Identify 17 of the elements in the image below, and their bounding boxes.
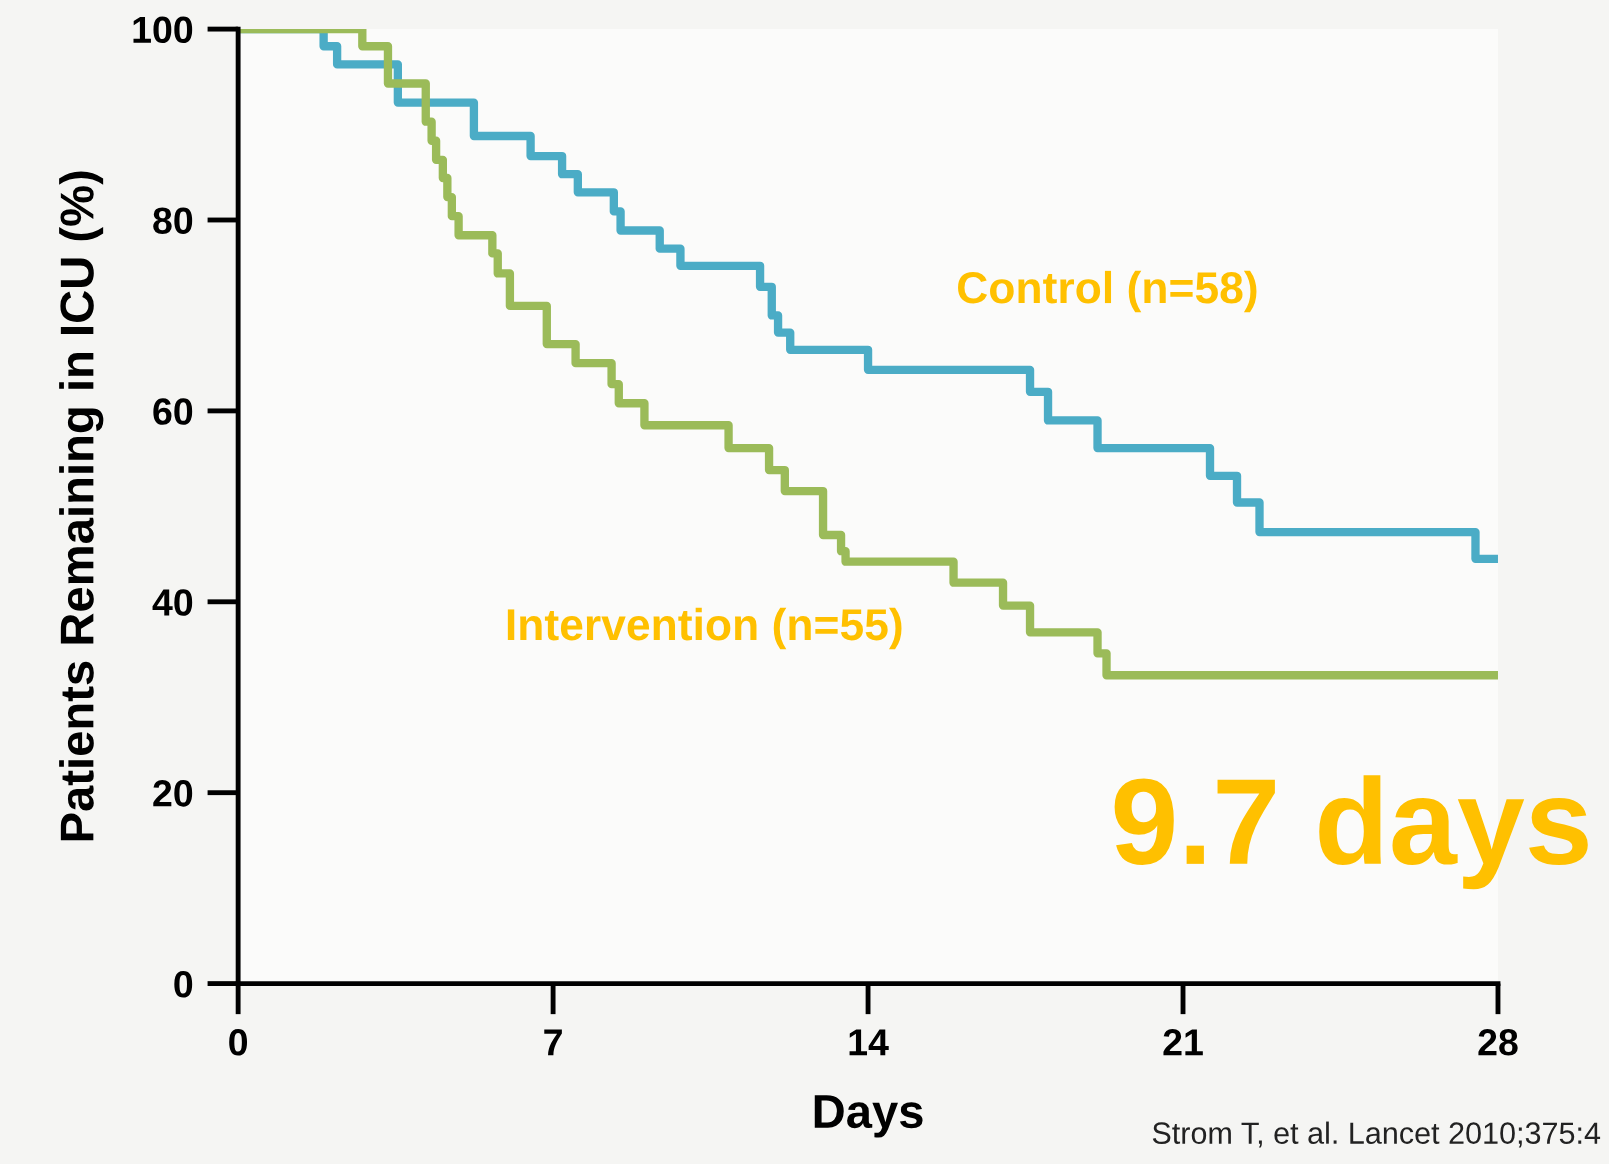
y-tick-label: 20 xyxy=(153,780,193,807)
x-tick-label: 28 xyxy=(1478,1029,1518,1056)
y-tick-label: 40 xyxy=(152,589,193,616)
x-tick-label: 0 xyxy=(229,1029,248,1056)
series-label: Control (n=58) xyxy=(958,270,1257,313)
y-tick-label: 0 xyxy=(174,970,193,998)
x-tick-label: 14 xyxy=(849,1029,889,1056)
y-tick-label: 80 xyxy=(153,207,193,234)
text: Strom T, et al. Lancet 2010;375:4 xyxy=(1152,1121,1601,1148)
y-axis-title: Patients Remaining in ICU (%) xyxy=(59,171,104,841)
y-tick-label: 100 xyxy=(133,16,193,44)
annotation: 9.7 days xyxy=(1114,775,1588,890)
x-axis-title: Days xyxy=(814,1095,923,1138)
x-tick-label: 7 xyxy=(544,1029,562,1056)
y-tick-label: 60 xyxy=(153,398,193,425)
x-tick-label: 21 xyxy=(1163,1029,1203,1056)
series-label: Intervention (n=55) xyxy=(507,607,902,650)
